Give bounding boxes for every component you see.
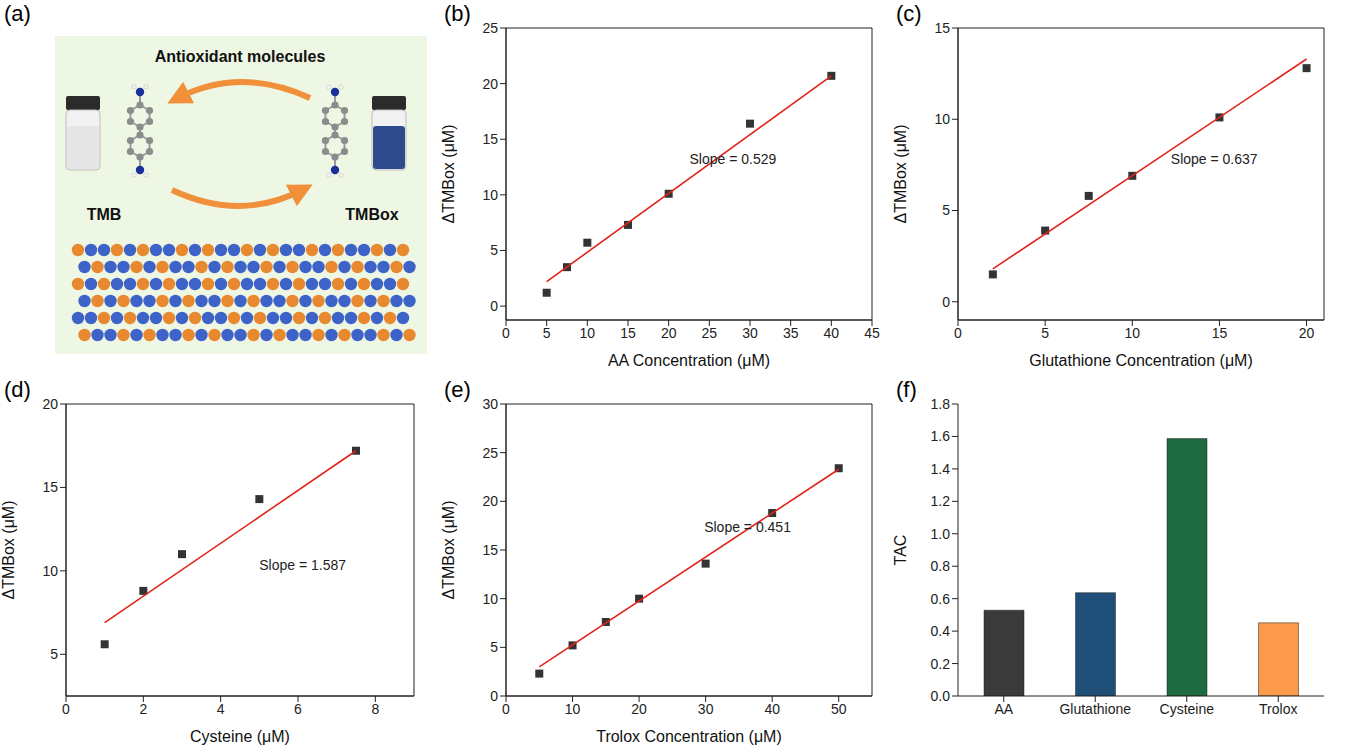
svg-text:0.8: 0.8 — [931, 558, 951, 574]
svg-text:5: 5 — [1041, 325, 1049, 341]
svg-text:1.2: 1.2 — [931, 493, 951, 509]
svg-text:40: 40 — [764, 701, 780, 717]
html-text:(a): (a) — [4, 1, 31, 26]
svg-text:0.4: 0.4 — [931, 623, 951, 639]
svg-text:1.8: 1.8 — [931, 396, 951, 412]
html-text:(e): (e) — [444, 377, 471, 402]
svg-text:15: 15 — [482, 131, 498, 147]
svg-text:0: 0 — [502, 325, 510, 341]
svg-text:50: 50 — [831, 701, 847, 717]
svg-text:5: 5 — [543, 325, 551, 341]
svg-text:20: 20 — [482, 493, 498, 509]
html-text:(b): (b) — [444, 1, 471, 26]
svg-text:4: 4 — [217, 701, 225, 717]
html-text:Slope = 0.637: Slope = 0.637 — [1170, 151, 1258, 168]
svg-text:0: 0 — [942, 294, 950, 310]
svg-text:10: 10 — [565, 701, 581, 717]
svg-text:Antioxidant molecules: Antioxidant molecules — [155, 48, 326, 65]
svg-text:20: 20 — [482, 76, 498, 92]
svg-text:45: 45 — [864, 325, 880, 341]
svg-text:30: 30 — [742, 325, 758, 341]
svg-text:20: 20 — [42, 396, 58, 412]
svg-text:5: 5 — [50, 646, 58, 662]
svg-text:5: 5 — [490, 242, 498, 258]
svg-text:Cysteine: Cysteine — [1160, 701, 1215, 717]
svg-text:0.6: 0.6 — [931, 591, 951, 607]
svg-text:5: 5 — [942, 202, 950, 218]
svg-text:30: 30 — [482, 396, 498, 412]
svg-text:AA: AA — [994, 701, 1013, 717]
svg-text:25: 25 — [702, 325, 718, 341]
svg-text:20: 20 — [1299, 325, 1315, 341]
svg-text:ΔTMBox (μM): ΔTMBox (μM) — [0, 500, 17, 599]
html-text:(f): (f) — [896, 377, 917, 402]
svg-text:25: 25 — [482, 445, 498, 461]
svg-text:20: 20 — [631, 701, 647, 717]
svg-text:40: 40 — [824, 325, 840, 341]
html-text:Slope = 0.451: Slope = 0.451 — [704, 518, 791, 535]
svg-text:Cysteine (μM): Cysteine (μM) — [190, 728, 290, 745]
svg-text:0: 0 — [954, 325, 962, 341]
svg-text:0: 0 — [62, 701, 70, 717]
svg-text:10: 10 — [580, 325, 596, 341]
svg-text:10: 10 — [1124, 325, 1140, 341]
svg-text:ΔTMBox (μM): ΔTMBox (μM) — [440, 124, 457, 223]
svg-text:15: 15 — [42, 479, 58, 495]
svg-text:10: 10 — [482, 591, 498, 607]
svg-text:2: 2 — [139, 701, 147, 717]
svg-text:20: 20 — [661, 325, 677, 341]
svg-text:0.0: 0.0 — [931, 688, 951, 704]
svg-text:15: 15 — [482, 542, 498, 558]
html-text:Slope = 1.587: Slope = 1.587 — [259, 556, 346, 573]
svg-text:15: 15 — [934, 20, 950, 36]
svg-text:0.2: 0.2 — [931, 656, 951, 672]
html-text:(c): (c) — [896, 1, 922, 26]
svg-text:Glutathione Concentration (μM): Glutathione Concentration (μM) — [1029, 352, 1253, 369]
svg-text:1.0: 1.0 — [931, 526, 951, 542]
svg-text:AA Concentration (μM): AA Concentration (μM) — [608, 352, 770, 369]
svg-text:0: 0 — [502, 701, 510, 717]
svg-text:1.6: 1.6 — [931, 428, 951, 444]
svg-text:30: 30 — [698, 701, 714, 717]
svg-text:6: 6 — [294, 701, 302, 717]
svg-text:5: 5 — [490, 639, 498, 655]
svg-text:35: 35 — [783, 325, 799, 341]
svg-text:ΔTMBox (μM): ΔTMBox (μM) — [440, 500, 457, 599]
svg-text:15: 15 — [1212, 325, 1228, 341]
html-text:(d): (d) — [4, 377, 31, 402]
svg-text:Trolox: Trolox — [1259, 701, 1297, 717]
svg-text:10: 10 — [482, 187, 498, 203]
svg-text:Trolox Concentration (μM): Trolox Concentration (μM) — [596, 728, 782, 745]
svg-text:25: 25 — [482, 20, 498, 36]
html-text:Slope = 0.529: Slope = 0.529 — [689, 151, 777, 168]
svg-text:TAC: TAC — [892, 535, 909, 566]
svg-text:10: 10 — [42, 563, 58, 579]
svg-text:0: 0 — [490, 688, 498, 704]
svg-text:1.4: 1.4 — [931, 461, 951, 477]
svg-text:10: 10 — [934, 111, 950, 127]
svg-text:TMBox: TMBox — [345, 206, 398, 223]
svg-text:15: 15 — [620, 325, 636, 341]
svg-text:TMB: TMB — [87, 206, 122, 223]
svg-text:Glutathione: Glutathione — [1059, 701, 1131, 717]
svg-text:0: 0 — [490, 298, 498, 314]
svg-text:ΔTMBox (μM): ΔTMBox (μM) — [892, 124, 909, 223]
svg-text:8: 8 — [371, 701, 379, 717]
